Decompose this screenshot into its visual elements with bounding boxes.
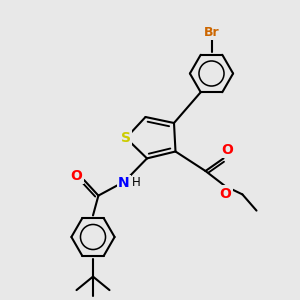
Text: N: N	[118, 176, 130, 190]
Text: O: O	[220, 187, 232, 200]
Text: Br: Br	[204, 26, 219, 39]
Text: S: S	[121, 131, 131, 145]
Text: O: O	[70, 169, 83, 182]
Text: O: O	[221, 143, 233, 157]
Text: H: H	[131, 176, 140, 190]
